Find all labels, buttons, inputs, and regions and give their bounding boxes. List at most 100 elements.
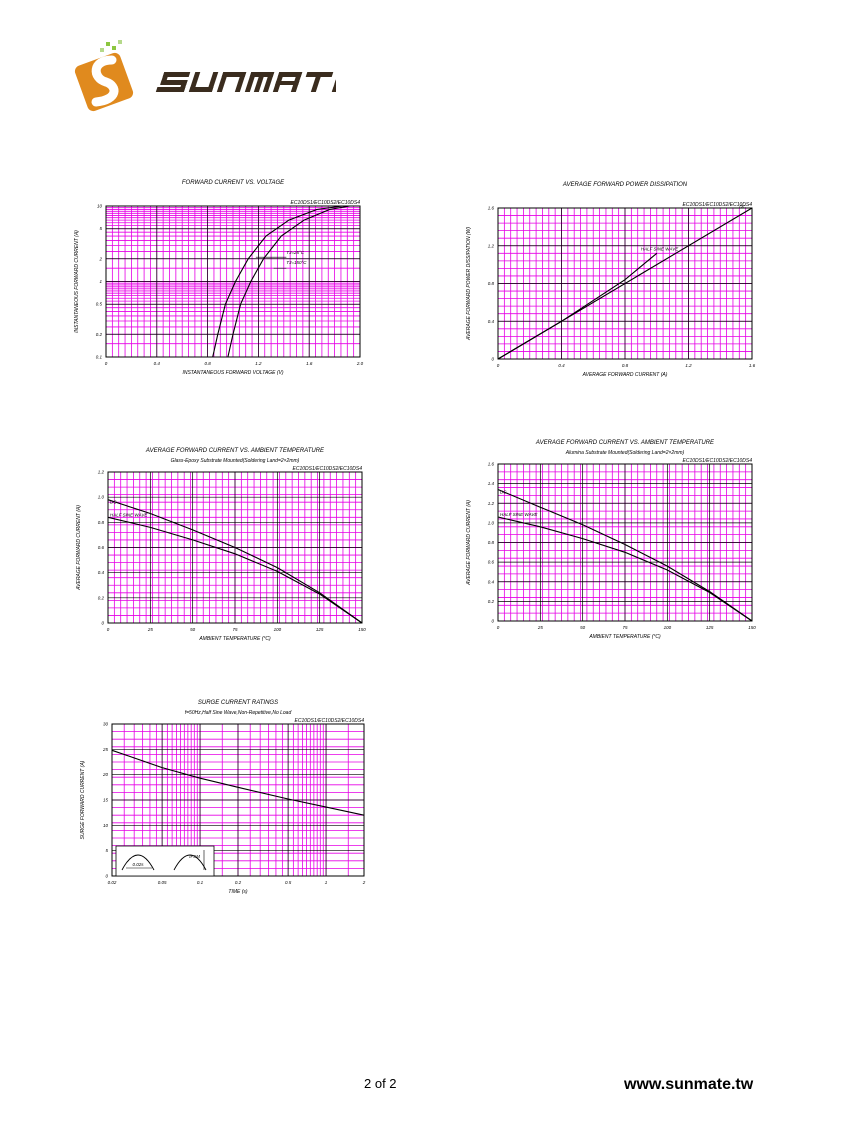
y-tick-label: 1.0: [98, 495, 105, 500]
part-number-label: EC10DS1/EC10DS2/EC10DS4: [293, 466, 363, 472]
y-tick-label: 10: [103, 823, 109, 828]
x-tick-label: 0.8: [622, 363, 629, 368]
y-tick-label: 15: [103, 798, 109, 803]
grid: [497, 207, 753, 360]
annotation-half-sine: HALF SINE WAVE: [500, 512, 538, 517]
plot-frame: [497, 463, 753, 622]
annotation-dc: DC: [500, 490, 507, 495]
x-tick-label: 1.6: [306, 361, 313, 366]
x-tick-label: 150: [358, 627, 366, 632]
part-number-label: EC10DS1/EC10DS2/EC10DS4: [683, 202, 753, 208]
logo-wordmark: [155, 72, 336, 92]
y-tick-label: 0: [491, 619, 494, 624]
y-tick-label: 0.8: [488, 540, 495, 545]
y-tick-label: 20: [102, 772, 109, 777]
x-tick-label: 1: [325, 880, 328, 885]
chart-avg-current-vs-ambient-alumina: AVERAGE FORWARD CURRENT VS. AMBIENT TEMP…: [466, 440, 756, 640]
x-axis-label: AMBIENT TEMPERATURE (°C): [588, 634, 661, 640]
y-tick-label: 0.5: [96, 302, 103, 307]
x-tick-label: 0.4: [154, 361, 161, 366]
y-tick-label: 1.2: [488, 501, 495, 506]
x-tick-label: 0.5: [285, 880, 292, 885]
y-tick-label: 5: [105, 848, 108, 853]
x-tick-label: 0.05: [158, 880, 167, 885]
chart-title: FORWARD CURRENT VS. VOLTAGE: [182, 180, 285, 186]
x-axis-label: AMBIENT TEMPERATURE (°C): [198, 636, 271, 642]
x-tick-label: 50: [580, 625, 586, 630]
y-tick-label: 10: [97, 204, 103, 209]
part-number-label: EC10DS1/EC10DS2/EC10DS4: [291, 200, 361, 206]
website-link[interactable]: www.sunmate.tw: [624, 1076, 754, 1093]
y-tick-label: 1.6: [488, 462, 495, 467]
y-tick-label: 0.6: [98, 545, 105, 550]
x-tick-label: 2.0: [356, 361, 364, 366]
series-line-1: [111, 749, 365, 816]
y-tick-label: 0.4: [488, 319, 495, 324]
y-tick-label: 0: [101, 621, 104, 626]
x-axis-label: TIME (s): [228, 889, 247, 895]
chart-subtitle: Alumina Substrate Mounted(Soldering Land…: [565, 450, 685, 456]
annotation-tj25: TJ=25°C: [286, 250, 304, 255]
x-axis-label: AVERAGE FORWARD CURRENT (A): [582, 372, 668, 378]
y-tick-label: 0.2: [98, 595, 105, 600]
series-line-2: [497, 252, 658, 360]
waveform-inset: [115, 845, 215, 877]
y-tick-label: 0.8: [98, 520, 105, 525]
page-number: 2 of 2: [364, 1076, 397, 1091]
plot-frame: [105, 205, 361, 358]
x-tick-label: 125: [706, 625, 714, 630]
y-axis-label: INSTANTANEOUS FORWARD CURRENT (A): [74, 230, 80, 333]
chart-average-forward-power-dissipation: AVERAGE FORWARD POWER DISSIPATION EC10DS1…: [466, 182, 756, 378]
series-line-1: [227, 205, 350, 358]
grid: [497, 463, 753, 622]
y-tick-label: 2: [98, 256, 102, 261]
x-tick-label: 25: [147, 627, 154, 632]
chart-title: AVERAGE FORWARD CURRENT VS. AMBIENT TEMP…: [145, 448, 325, 454]
y-tick-label: 1.6: [488, 206, 495, 211]
y-axis-label: AVERAGE FORWARD CURRENT (A): [466, 500, 472, 586]
annotation-tj150: TJ=150°C: [286, 260, 307, 265]
annotation-period: 0.02s: [132, 862, 144, 867]
series-line-1: [497, 488, 753, 622]
x-tick-label: 75: [232, 627, 238, 632]
plot-frame: [107, 471, 363, 624]
chart-surge-current-ratings: SURGE CURRENT RATINGS f=50Hz,Half Sine Wa…: [80, 700, 366, 895]
x-tick-label: 0.8: [204, 361, 211, 366]
chart-avg-current-vs-ambient-glass-epoxy: AVERAGE FORWARD CURRENT VS. AMBIENT TEMP…: [76, 448, 366, 642]
x-tick-label: 0.2: [235, 880, 242, 885]
y-tick-label: 0.2: [488, 599, 495, 604]
x-tick-label: 25: [537, 625, 544, 630]
annotation-half-sine: HALF SINE WAVE: [641, 246, 679, 251]
chart-title: AVERAGE FORWARD POWER DISSIPATION: [562, 182, 688, 188]
chart-subtitle: Glass-Epoxy Substrate Mounted(Soldering …: [171, 458, 300, 464]
y-axis-label: AVERAGE FORWARD CURRENT (A): [76, 505, 82, 591]
y-tick-label: 1.2: [98, 470, 105, 475]
x-tick-label: 2: [362, 880, 366, 885]
series-line-2: [107, 516, 363, 624]
x-axis-label: INSTANTANEOUS FORWARD VOLTAGE (V): [182, 370, 283, 376]
chart-title: SURGE CURRENT RATINGS: [198, 700, 278, 706]
annotation-dc: DC: [110, 500, 117, 505]
y-tick-label: 0: [105, 874, 108, 879]
y-tick-label: 0.1: [96, 355, 103, 360]
y-tick-label: 1.4: [488, 481, 495, 486]
chart-subtitle: f=50Hz,Half Sine Wave,Non-Repetitive,No …: [185, 710, 292, 716]
series-line-2: [212, 205, 343, 358]
x-tick-label: 125: [316, 627, 324, 632]
annotation-dc: DC: [739, 204, 746, 209]
x-tick-label: 75: [622, 625, 628, 630]
annotation-half-sine: HALF SINE WAVE: [110, 512, 148, 517]
x-tick-label: 0: [497, 625, 500, 630]
x-tick-label: 0: [105, 361, 108, 366]
x-tick-label: 0: [497, 363, 500, 368]
x-tick-label: 50: [190, 627, 196, 632]
x-tick-label: 1.2: [685, 363, 692, 368]
x-tick-label: 0: [107, 627, 110, 632]
x-tick-label: 0.02: [108, 880, 117, 885]
y-tick-label: 1.0: [488, 520, 495, 525]
x-tick-label: 100: [274, 627, 282, 632]
y-tick-label: 0.4: [488, 579, 495, 584]
y-axis-label: SURGE FORWARD CURRENT (A): [80, 760, 86, 839]
x-tick-label: 1.6: [749, 363, 756, 368]
grid: [105, 205, 361, 358]
